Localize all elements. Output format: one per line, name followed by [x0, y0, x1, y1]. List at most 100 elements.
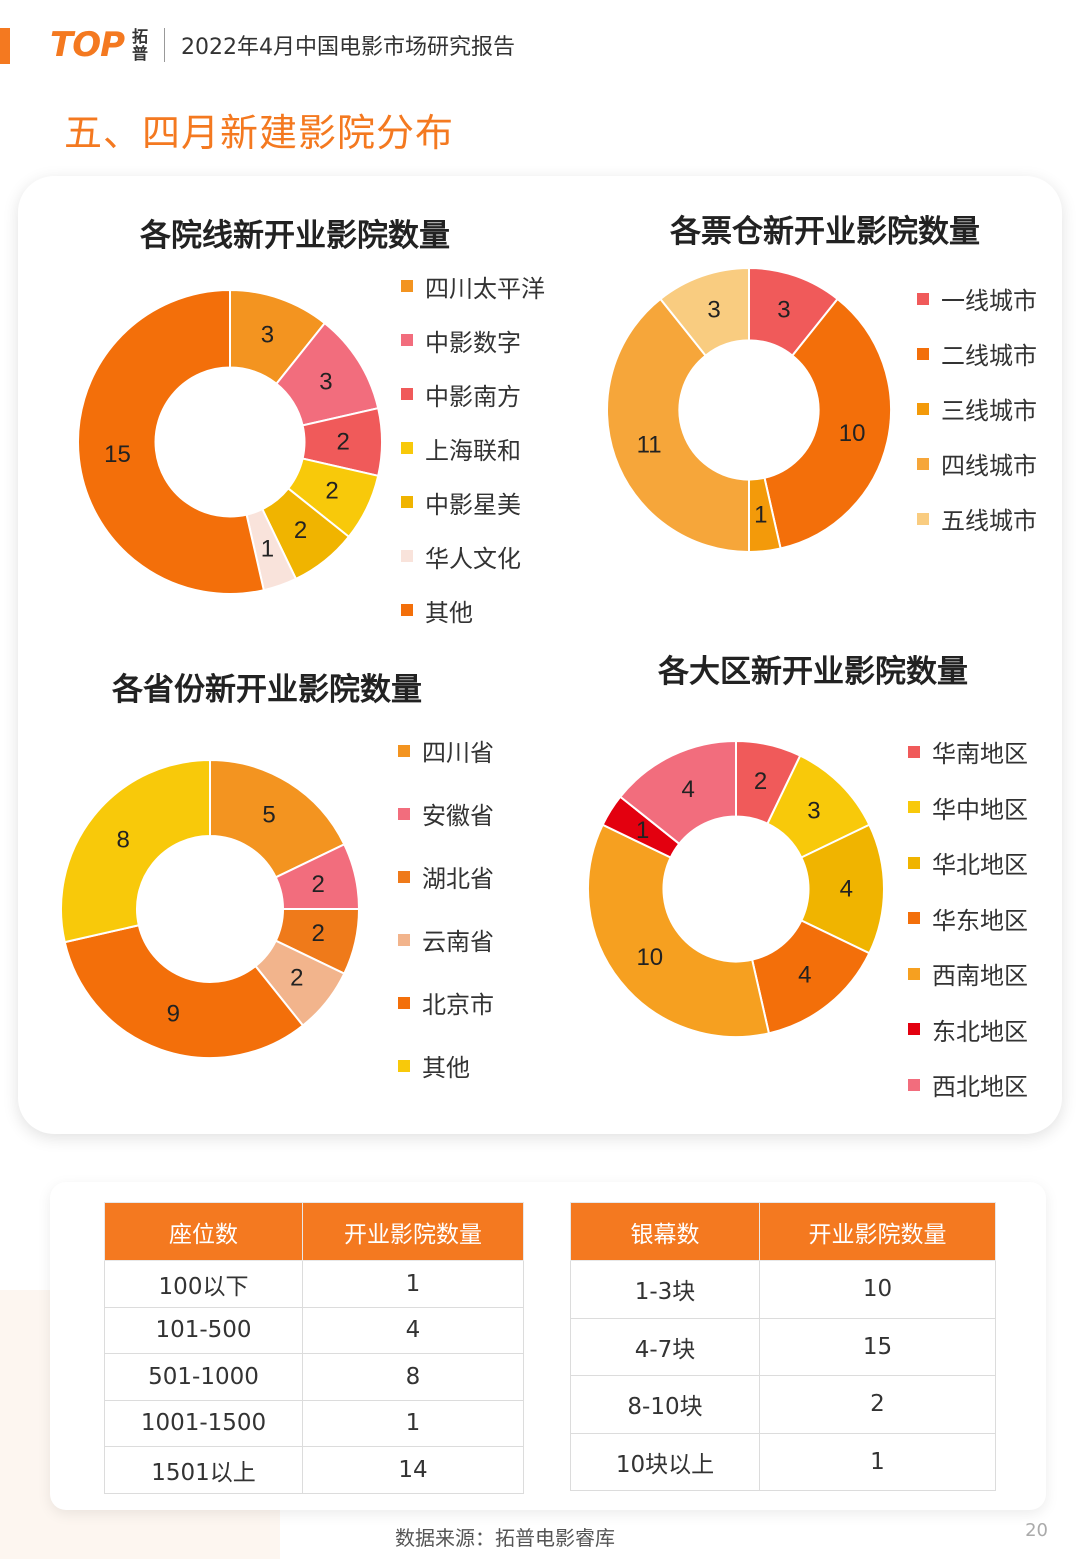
legend-swatch [398, 807, 410, 820]
table-header-cell: 银幕数 [570, 1202, 760, 1261]
legend-provinces: 四川省 安徽省 湖北省 云南省 北京市 其他 [398, 719, 494, 1097]
table-cell: 8 [302, 1353, 524, 1401]
slice-data-label: 3 [261, 322, 274, 349]
chart-title-circuits: 各院线新开业影院数量 [140, 218, 450, 254]
table-cell: 10 [759, 1260, 996, 1319]
donut-slice [587, 823, 771, 1038]
table-cell: 4 [302, 1306, 524, 1354]
slice-data-label: 2 [312, 871, 325, 898]
legend-label: 中影南方 [425, 382, 521, 411]
charts-card: 各院线新开业影院数量 3 3 2 2 2 1 15 四川太平洋 中影数字 中影南方 上海联和 中影星… [18, 176, 1062, 1134]
logo-subtext: 拓普 [132, 27, 149, 63]
slice-data-label: 3 [807, 798, 820, 825]
legend-city-tiers: 一线城市 二线城市 三线城市 四线城市 五线城市 [917, 271, 1037, 546]
legend-item: 华人文化 [401, 529, 545, 583]
table-cell: 1 [759, 1432, 996, 1491]
table-cell: 14 [302, 1446, 524, 1494]
table-row: 100以下 1 [104, 1260, 524, 1308]
legend-item: 湖北省 [398, 845, 494, 908]
table-cell: 2 [759, 1375, 996, 1434]
screens-table: 银幕数 开业影院数量 1-3块 10 4-7块 15 8-10块 2 10块以上 1 [570, 1202, 996, 1491]
legend-label: 东北地区 [932, 1017, 1028, 1046]
legend-swatch [401, 604, 413, 616]
legend-label: 五线城市 [941, 507, 1037, 535]
legend-label: 一线城市 [941, 287, 1037, 315]
legend-item: 三线城市 [917, 381, 1037, 436]
section-title: 五、四月新建影院分布 [64, 111, 455, 155]
page-number: 20 [1025, 1520, 1048, 1541]
legend-label: 中影星美 [425, 490, 521, 519]
slice-data-label: 8 [117, 826, 130, 853]
slice-data-label: 4 [681, 776, 694, 803]
slice-data-label: 4 [798, 962, 811, 989]
donut-slice [209, 758, 346, 879]
seats-table: 座位数 开业影院数量 100以下 1 101-500 4 501-1000 8 1001-1… [104, 1202, 524, 1494]
slice-data-label: 2 [337, 429, 350, 456]
legend-item: 中影数字 [401, 313, 545, 367]
legend-label: 中影数字 [425, 328, 521, 357]
legend-swatch [398, 996, 410, 1009]
slice-data-label: 1 [636, 817, 649, 844]
legend-label: 二线城市 [941, 342, 1037, 370]
table-row: 1-3块 10 [570, 1260, 996, 1319]
slice-data-label: 10 [636, 944, 663, 971]
legend-label: 西南地区 [932, 962, 1028, 991]
table-cell: 15 [759, 1317, 996, 1376]
slice-data-label: 3 [319, 368, 332, 395]
slice-data-label: 2 [325, 478, 338, 505]
chart-title-city-tiers: 各票仓新开业影院数量 [670, 214, 980, 250]
legend-label: 四川太平洋 [425, 274, 545, 303]
legend-circuits: 四川太平洋中影数字中影南方上海联和中影星美华人文化其他 [401, 259, 545, 637]
legend-swatch [908, 1078, 920, 1091]
legend-swatch [398, 1059, 410, 1072]
slice-data-label: 11 [637, 431, 662, 458]
legend-label: 其他 [425, 598, 473, 627]
legend-item: 五线城市 [917, 491, 1037, 546]
table-cell: 10块以上 [570, 1432, 760, 1491]
legend-item: 华南地区 [908, 724, 1028, 780]
legend-item: 北京市 [398, 971, 494, 1034]
table-cell: 1501以上 [104, 1446, 303, 1494]
page-header: TOP 拓普 2022年4月中国电影市场研究报告 [50, 22, 515, 68]
legend-item: 中影星美 [401, 475, 545, 529]
legend-label: 安徽省 [422, 802, 494, 830]
legend-swatch [401, 280, 413, 292]
legend-item: 上海联和 [401, 421, 545, 475]
legend-swatch [908, 1023, 920, 1036]
legend-swatch [917, 347, 929, 360]
table-cell: 1 [302, 1399, 524, 1447]
report-title: 2022年4月中国电影市场研究报告 [181, 35, 516, 60]
slice-data-label: 1 [261, 535, 274, 562]
table-row: 1001-1500 1 [104, 1399, 524, 1447]
legend-item: 云南省 [398, 908, 494, 971]
legend-swatch [917, 402, 929, 415]
donut-slice [606, 297, 750, 554]
slice-data-label: 9 [167, 1000, 180, 1027]
legend-item: 华中地区 [908, 780, 1028, 836]
legend-label: 云南省 [422, 928, 494, 956]
legend-label: 华中地区 [932, 795, 1028, 824]
legend-swatch [917, 457, 929, 470]
slice-data-label: 5 [262, 802, 275, 829]
table-cell: 4-7块 [570, 1317, 760, 1376]
table-row: 10块以上 1 [570, 1432, 996, 1491]
table-header-cell: 开业影院数量 [302, 1202, 524, 1261]
chart-title-provinces: 各省份新开业影院数量 [112, 672, 422, 708]
table-cell: 1 [302, 1260, 524, 1308]
data-source-note: 数据来源：拓普电影睿库 [395, 1526, 615, 1550]
table-cell: 101-500 [104, 1306, 303, 1354]
legend-item: 其他 [398, 1034, 494, 1097]
legend-label: 三线城市 [941, 397, 1037, 425]
left-accent-bar [0, 28, 10, 64]
slice-data-label: 10 [839, 420, 866, 447]
legend-item: 其他 [401, 583, 545, 637]
slice-data-label: 3 [777, 297, 790, 324]
donut-slice [763, 297, 892, 550]
legend-swatch [401, 334, 413, 346]
slice-data-label: 2 [754, 768, 767, 795]
legend-swatch [398, 744, 410, 757]
donut-slice [60, 758, 211, 944]
legend-item: 东北地区 [908, 1002, 1028, 1058]
